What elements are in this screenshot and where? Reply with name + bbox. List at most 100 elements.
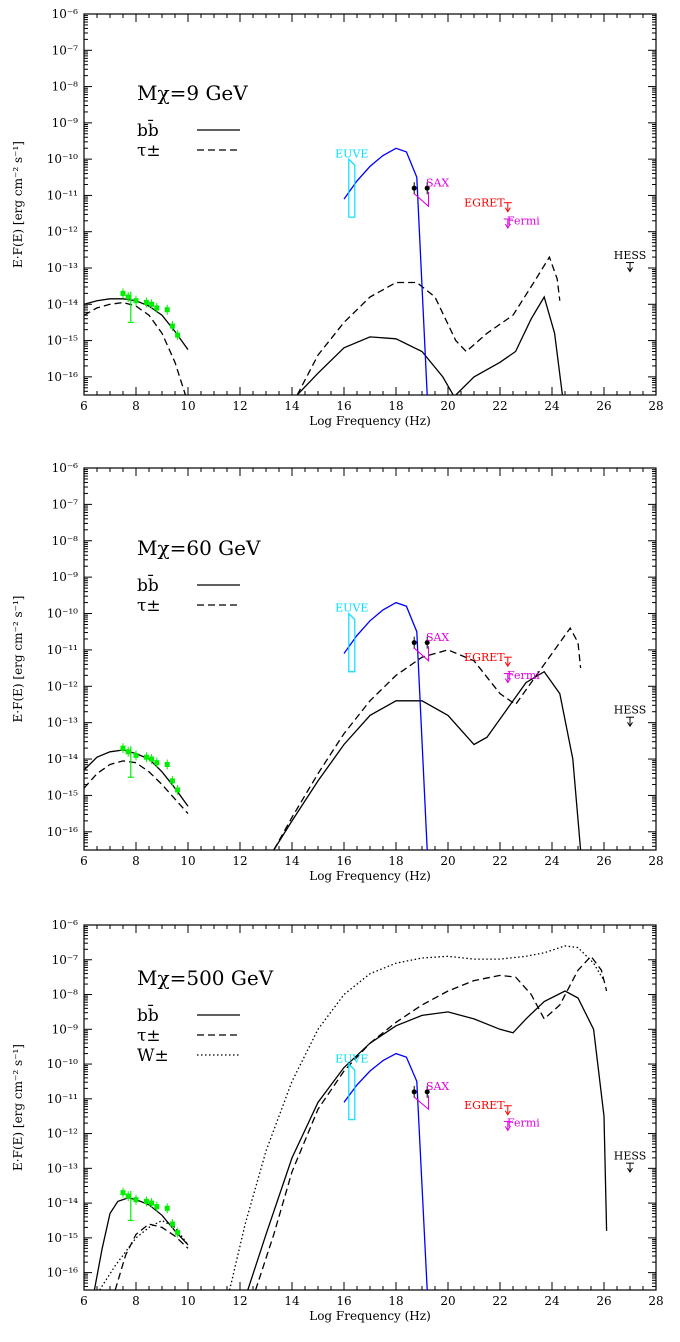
series-line-2	[84, 760, 189, 815]
plot-area	[93, 945, 634, 1290]
x-tick-label: 28	[648, 854, 663, 868]
x-tick-label: 16	[336, 854, 351, 868]
radio-data-point	[133, 1197, 139, 1203]
x-tick-label: 10	[180, 1294, 195, 1308]
sax-bowtie	[413, 646, 430, 663]
radio-data-point	[149, 301, 155, 307]
legend-mass: Mχ=60 GeV	[137, 536, 261, 560]
y-tick-label: 10⁻⁶	[52, 461, 79, 475]
radio-data-point	[125, 1193, 131, 1199]
fermi-upper-limit-arrow	[504, 678, 511, 684]
x-tick-label: 20	[440, 854, 455, 868]
annotation-sax: SAX	[426, 631, 449, 644]
annotation-sax: SAX	[426, 1080, 449, 1093]
plot-frame	[83, 467, 657, 851]
x-tick-label: 18	[388, 854, 403, 868]
x-tick-label: 14	[284, 399, 300, 413]
legend-label: bb̄	[137, 1003, 159, 1026]
y-axis-label: E·F(E) [erg cm⁻² s⁻¹]	[11, 1044, 25, 1171]
annotation-hess: HESS	[614, 704, 647, 717]
series-line-5	[254, 955, 608, 1290]
radio-data-point	[120, 290, 126, 296]
chart-panel-2: 6 8 10 12 14 16 18 20 22 24 26 28 10⁻¹⁶ 10⁻¹⁵ 10⁻¹⁴ 10⁻…	[11, 461, 664, 883]
euve-data-box	[348, 612, 356, 673]
y-tick-label: 10⁻⁷	[52, 497, 79, 511]
x-tick-label: 22	[492, 399, 507, 413]
x-tick-label: 28	[648, 1294, 663, 1308]
legend-label: W±	[137, 1046, 169, 1066]
y-tick-label: 10⁻¹³	[47, 1161, 78, 1175]
y-tick-label: 10⁻⁷	[52, 953, 79, 967]
radio-data-point	[175, 332, 181, 338]
fermi-upper-limit-arrow	[504, 223, 511, 229]
y-tick-label: 10⁻¹⁵	[47, 788, 78, 802]
y-tick-label: 10⁻¹²	[47, 1127, 78, 1141]
radio-data-point	[169, 1221, 175, 1227]
legend-label: τ±	[137, 141, 161, 161]
annotation-egret: EGRET	[464, 196, 505, 209]
sax-bowtie	[413, 191, 430, 208]
radio-data-point	[154, 1204, 160, 1210]
x-tick-label: 24	[544, 399, 560, 413]
annotation-egret: EGRET	[464, 1099, 505, 1112]
radio-data-point	[164, 1205, 170, 1211]
legend-mass: Mχ=9 GeV	[137, 81, 248, 105]
y-tick-label: 10⁻⁸	[52, 988, 79, 1002]
plot-area	[84, 147, 634, 395]
hess-upper-limit-arrow	[627, 267, 633, 273]
plot-area	[84, 601, 634, 850]
legend-label: bb̄	[137, 118, 159, 141]
annotation-euve: EUVE	[335, 147, 368, 160]
x-tick-label: 10	[180, 399, 195, 413]
y-tick-label: 10⁻¹⁴	[47, 1196, 78, 1210]
y-tick-label: 10⁻⁶	[52, 7, 79, 21]
x-tick-label: 28	[648, 399, 663, 413]
y-tick-label: 10⁻¹⁵	[47, 334, 78, 348]
radio-data-point	[133, 298, 139, 304]
plot-frame	[83, 13, 657, 396]
y-tick-label: 10⁻⁹	[52, 116, 79, 130]
annotation-fermi: Fermi	[507, 1117, 540, 1130]
legend-label: bb̄	[137, 573, 159, 596]
radio-data-point	[169, 778, 175, 784]
x-axis-label: Log Frequency (Hz)	[309, 1309, 431, 1323]
euve-data-box	[348, 1062, 356, 1121]
y-tick-label: 10⁻¹⁶	[47, 370, 78, 384]
radio-data-point	[154, 760, 160, 766]
radio-data-point	[175, 787, 181, 793]
annotation-euve: EUVE	[335, 1052, 368, 1065]
y-tick-label: 10⁻⁶	[52, 918, 79, 932]
y-tick-label: 10⁻¹²	[47, 679, 78, 693]
x-tick-label: 8	[132, 399, 140, 413]
series-line-2	[114, 1223, 189, 1290]
x-tick-label: 12	[232, 854, 247, 868]
egret-upper-limit-arrow	[504, 1110, 511, 1116]
series-line-3	[296, 336, 454, 395]
y-tick-label: 10⁻¹¹	[47, 188, 78, 202]
x-tick-label: 22	[492, 854, 507, 868]
hess-upper-limit-arrow	[627, 721, 633, 728]
y-axis-label: E·F(E) [erg cm⁻² s⁻¹]	[11, 596, 25, 723]
x-tick-label: 24	[544, 1294, 560, 1308]
sax-data-point	[424, 1089, 430, 1095]
series-line-4	[273, 626, 582, 850]
legend-label: τ±	[137, 1026, 161, 1046]
x-axis-label: Log Frequency (Hz)	[309, 414, 431, 428]
x-tick-label: 26	[596, 1294, 611, 1308]
euve-data-box	[348, 157, 356, 218]
series-line-4	[296, 255, 561, 395]
y-tick-label: 10⁻¹²	[47, 225, 78, 239]
x-tick-label: 14	[284, 854, 300, 868]
egret-upper-limit-arrow	[504, 207, 511, 213]
radio-data-point	[125, 749, 131, 755]
annotation-egret: EGRET	[464, 651, 505, 664]
annotation-fermi: Fermi	[507, 669, 540, 682]
x-tick-label: 24	[544, 854, 560, 868]
x-tick-label: 6	[80, 1294, 88, 1308]
series-line-6	[228, 945, 605, 1290]
y-tick-label: 10⁻⁹	[52, 1022, 79, 1036]
series-line-1	[93, 1197, 189, 1290]
sax-bowtie	[413, 1095, 430, 1111]
sax-data-point	[411, 640, 417, 646]
x-axis-label: Log Frequency (Hz)	[309, 869, 431, 883]
